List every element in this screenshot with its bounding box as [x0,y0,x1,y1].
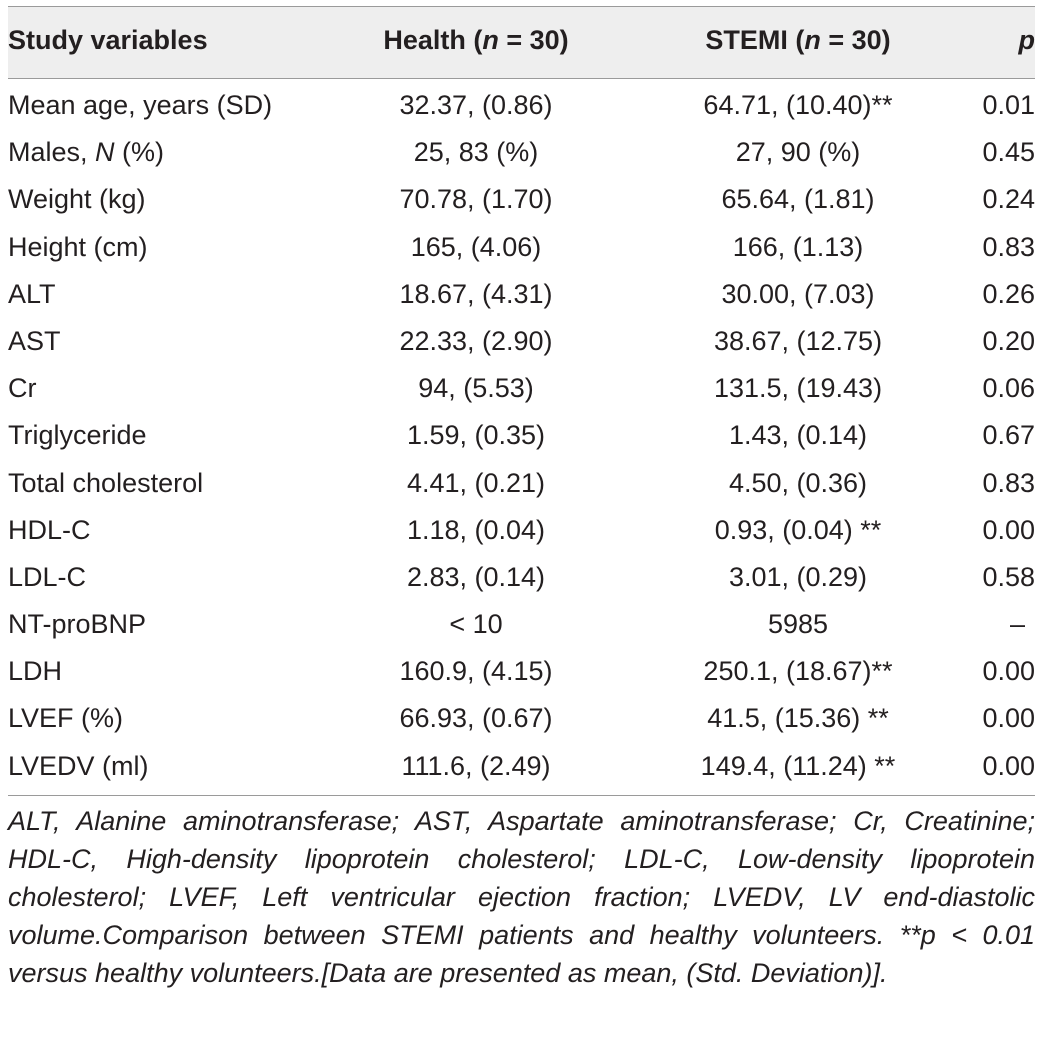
row-label: Height (cm) [8,231,148,262]
row-health: 1.18, (0.04) [406,514,546,545]
row-health: 32.37, (0.86) [399,90,553,120]
row-p: 0.45 [982,137,1035,168]
table-row: Mean age, years (SD) 32.37, (0.86) 64.71… [8,83,1035,130]
table-row: ALT 18.67, (4.31) 30.00, (7.03) 0.26 [8,272,1035,319]
bottom-rule [8,794,1035,796]
header-stemi: STEMI (n = 30) [705,25,891,55]
row-p: 0.83 [982,231,1035,262]
row-label: AST [8,325,61,356]
table-row: HDL-C 1.18, (0.04) 0.93, (0.04) ** 0.00 [8,508,1035,555]
row-health: 111.6, (2.49) [401,750,551,781]
table-row: LDL-C 2.83, (0.14) 3.01, (0.29) 0.58 [8,555,1035,602]
row-health: 70.78, (1.70) [399,184,553,215]
row-stemi: 41.5, (15.36) ** [707,703,889,734]
header-health: Health (n = 30) [383,25,569,55]
table-row: Weight (kg) 70.78, (1.70) 65.64, (1.81) … [8,177,1035,224]
row-label: Triglyceride [8,420,147,451]
table-row: LVEDV (ml) 111.6, (2.49) 149.4, (11.24) … [8,744,1035,791]
table-header: Study variables Health (n = 30) STEMI (n… [8,7,1035,78]
row-p: 0.67 [982,420,1035,451]
header-rule [8,78,1035,79]
header-p: p [1018,25,1036,55]
table-row: Cr 94, (5.53) 131.5, (19.43) 0.06 [8,366,1035,413]
row-stemi: 4.50, (0.36) [728,467,868,498]
data-table: Study variables Health (n = 30) STEMI (n… [8,6,1035,992]
row-label: LDL-C [8,561,87,592]
row-stemi: 166, (1.13) [732,231,864,262]
row-p: – [1009,609,1025,640]
top-rule [8,6,1035,7]
row-p: 0.24 [982,184,1035,215]
row-stemi: 250.1, (18.67)** [703,656,893,687]
row-health: 22.33, (2.90) [399,325,553,356]
row-p: 0.00 [982,656,1035,687]
header-study-variables: Study variables [8,25,208,55]
table-row: Total cholesterol 4.41, (0.21) 4.50, (0.… [8,461,1035,508]
row-p: 0.20 [982,325,1035,356]
row-health: 165, (4.06) [410,231,542,262]
row-label: HDL-C [8,514,91,545]
row-label: Cr [8,373,37,404]
row-health: < 10 [449,609,503,640]
row-health: 18.67, (4.31) [399,278,553,309]
table-row: Triglyceride 1.59, (0.35) 1.43, (0.14) 0… [8,413,1035,460]
row-p: 0.00 [982,750,1035,781]
row-health: 66.93, (0.67) [399,703,553,734]
row-stemi: 27, 90 (%) [735,137,861,168]
row-stemi: 0.93, (0.04) ** [714,514,882,545]
row-health: 94, (5.53) [418,373,534,404]
row-p: 0.01 [982,90,1035,120]
row-label: Weight (kg) [8,184,146,215]
row-label: Males, N (%) [8,137,165,168]
row-stemi: 38.67, (12.75) [713,325,883,356]
row-label: LDH [8,656,63,687]
row-health: 160.9, (4.15) [399,656,553,687]
table-row: Height (cm) 165, (4.06) 166, (1.13) 0.83 [8,225,1035,272]
row-p: 0.83 [982,467,1035,498]
row-p: 0.06 [982,373,1035,404]
row-health: 25, 83 (%) [413,137,539,168]
row-health: 1.59, (0.35) [406,420,546,451]
row-stemi: 30.00, (7.03) [721,278,875,309]
row-stemi: 1.43, (0.14) [728,420,868,451]
row-health: 2.83, (0.14) [406,561,546,592]
table-row: LDH 160.9, (4.15) 250.1, (18.67)** 0.00 [8,649,1035,696]
row-stemi: 131.5, (19.43) [713,373,883,404]
row-stemi: 149.4, (11.24) ** [700,750,896,781]
row-label: LVEF (%) [8,703,124,734]
row-p: 0.00 [982,703,1035,734]
table-row: LVEF (%) 66.93, (0.67) 41.5, (15.36) ** … [8,696,1035,743]
row-stemi: 3.01, (0.29) [728,561,868,592]
table-body: Mean age, years (SD) 32.37, (0.86) 64.71… [8,79,1035,795]
row-p: 0.26 [982,278,1035,309]
row-health: 4.41, (0.21) [406,467,546,498]
row-label: Total cholesterol [8,467,204,498]
row-stemi: 5985 [767,609,829,640]
row-stemi: 65.64, (1.81) [721,184,875,215]
table-footnote: ALT, Alanine aminotransferase; AST, Aspa… [8,805,1035,988]
row-label: ALT [8,278,56,309]
row-p: 0.00 [982,514,1035,545]
table-row: NT-proBNP < 10 5985 – [8,602,1035,649]
row-label: NT-proBNP [8,609,147,640]
row-p: 0.58 [982,561,1035,592]
row-stemi: 64.71, (10.40)** [703,90,893,120]
row-label: LVEDV (ml) [8,750,149,781]
table-row: AST 22.33, (2.90) 38.67, (12.75) 0.20 [8,319,1035,366]
row-label: Mean age, years (SD) [8,90,273,120]
table-row: Males, N (%) 25, 83 (%) 27, 90 (%) 0.45 [8,130,1035,177]
